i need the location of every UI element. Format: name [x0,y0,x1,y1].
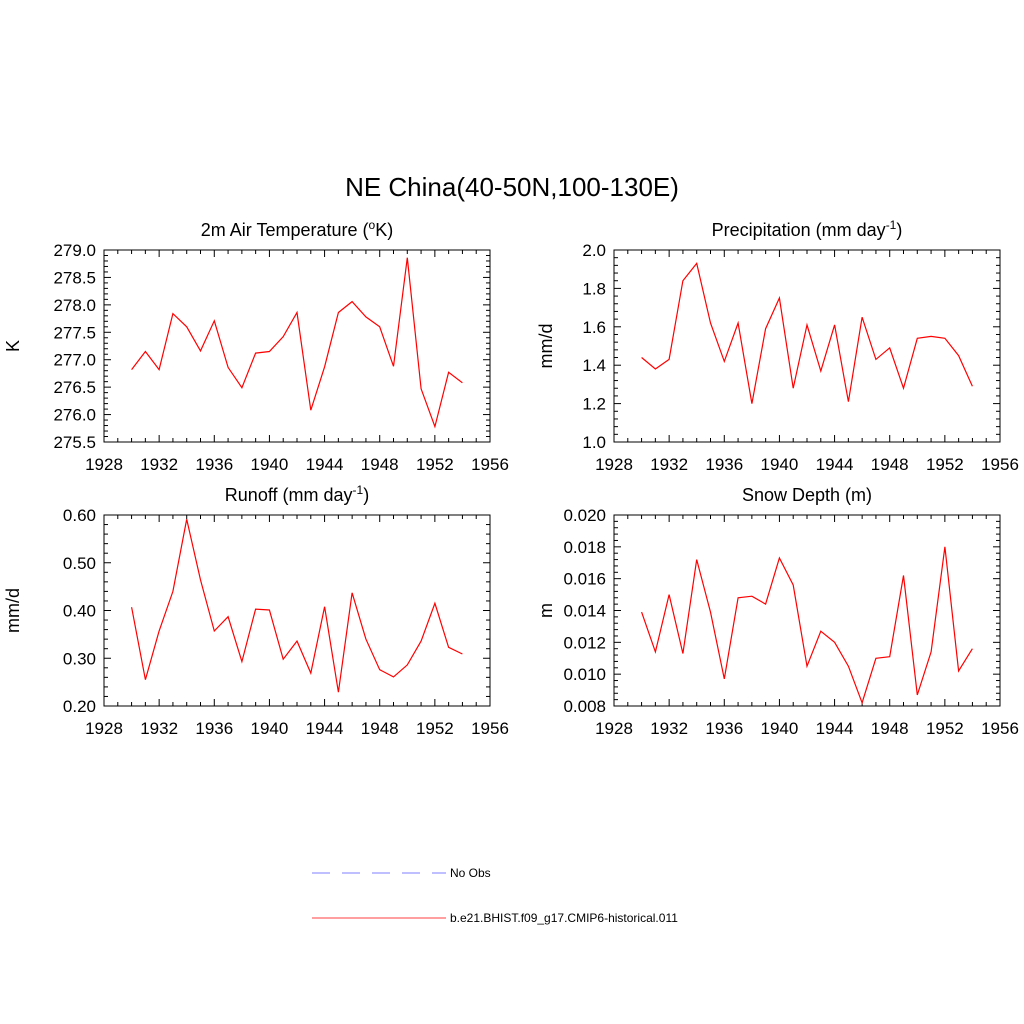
air-temperature-xtick-label: 1936 [195,455,233,474]
runoff-xtick-label: 1932 [140,719,178,738]
snow-depth-series-line [641,546,973,705]
snow-depth-ytick-label: 0.012 [563,633,606,652]
air-temperature-ytick-label: 278.0 [53,296,96,315]
air-temperature-xtick-label: 1956 [471,455,509,474]
air-temperature-xtick-label: 1940 [251,455,289,474]
precipitation-xtick-label: 1932 [650,455,688,474]
legend: No Obs b.e21.BHIST.f09_g17.CMIP6-histori… [312,866,678,925]
runoff-ylabel: mm/d [3,588,23,633]
precipitation-ytick-label: 2.0 [582,241,606,260]
snow-depth-ytick-label: 0.008 [563,697,606,716]
precipitation-xtick-label: 1936 [705,455,743,474]
precipitation-title: Precipitation (mm day-1) [712,218,903,240]
air-temperature-ylabel: K [3,340,23,352]
snow-depth-ylabel: m [536,603,556,618]
precipitation-xtick-label: 1952 [926,455,964,474]
runoff-xtick-label: 1936 [195,719,233,738]
snow-depth-xtick-label: 1948 [871,719,909,738]
panel-runoff: 1928 1932 1936 1940 1944 1948 1952 1956 0.20 0.30… [3,483,509,738]
runoff-xtick-label: 1940 [251,719,289,738]
panel-precipitation: 1928 1932 1936 1940 1944 1948 1952 1956 1.0 1.2 1.… [536,218,1019,474]
air-temperature-ytick-label: 276.0 [53,406,96,425]
air-temperature-frame [103,249,491,443]
air-temperature-xtick-label: 1952 [416,455,454,474]
precipitation-xtick-label: 1956 [981,455,1019,474]
runoff-ytick-label: 0.50 [63,554,96,573]
snow-depth-ytick-label: 0.010 [563,665,606,684]
snow-depth-xtick-label: 1940 [761,719,799,738]
precipitation-series-line [641,262,973,404]
air-temperature-ytick-label: 277.0 [53,351,96,370]
air-temperature-ytick-label: 279.0 [53,241,96,260]
air-temperature-xtick-label: 1932 [140,455,178,474]
snow-depth-xtick-label: 1932 [650,719,688,738]
runoff-ytick-label: 0.40 [63,602,96,621]
snow-depth-ytick-label: 0.014 [563,602,606,621]
air-temperature-ytick-label: 276.5 [53,378,96,397]
panel-snow-depth: 1928 1932 1936 1940 1944 1948 1952 1956 0.008 0.0… [536,485,1019,738]
precipitation-ytick-label: 1.2 [582,395,606,414]
snow-depth-xtick-label: 1956 [981,719,1019,738]
runoff-xtick-label: 1956 [471,719,509,738]
legend-label-no-obs: No Obs [450,866,491,880]
snow-depth-title: Snow Depth (m) [742,485,872,505]
precipitation-xtick-label: 1940 [761,455,799,474]
runoff-ytick-label: 0.60 [63,506,96,525]
legend-label-model: b.e21.BHIST.f09_g17.CMIP6-historical.011 [450,911,678,925]
runoff-title: Runoff (mm day-1) [225,483,369,505]
runoff-xtick-label: 1944 [306,719,344,738]
runoff-xtick-label: 1948 [361,719,399,738]
snow-depth-frame [613,514,1001,707]
runoff-series-line [131,519,463,693]
snow-depth-xtick-label: 1928 [595,719,633,738]
runoff-xtick-label: 1928 [85,719,123,738]
runoff-ytick-label: 0.30 [63,649,96,668]
precipitation-xtick-label: 1928 [595,455,633,474]
air-temperature-ytick-label: 278.5 [53,268,96,287]
snow-depth-ytick-label: 0.020 [563,506,606,525]
figure-title: NE China(40-50N,100-130E) [345,172,679,202]
air-temperature-xtick-label: 1948 [361,455,399,474]
air-temperature-ytick-label: 275.5 [53,433,96,452]
snow-depth-xtick-label: 1952 [926,719,964,738]
air-temperature-xtick-label: 1928 [85,455,123,474]
air-temperature-xtick-label: 1944 [306,455,344,474]
snow-depth-xtick-label: 1936 [705,719,743,738]
air-temperature-title: 2m Air Temperature (oK) [201,218,393,240]
snow-depth-ytick-label: 0.018 [563,538,606,557]
precipitation-ytick-label: 1.6 [582,318,606,337]
precipitation-ytick-label: 1.8 [582,279,606,298]
air-temperature-ytick-label: 277.5 [53,323,96,342]
snow-depth-ytick-label: 0.016 [563,570,606,589]
precipitation-ytick-label: 1.4 [582,356,606,375]
precipitation-xtick-label: 1948 [871,455,909,474]
runoff-ytick-label: 0.20 [63,697,96,716]
precipitation-ytick-label: 1.0 [582,433,606,452]
runoff-xtick-label: 1952 [416,719,454,738]
air-temperature-series-line [131,257,463,429]
precipitation-xtick-label: 1944 [816,455,854,474]
snow-depth-xtick-label: 1944 [816,719,854,738]
panel-air-temperature: 1928 1932 1936 1940 1944 1948 1952 1956 275.5 276… [3,218,509,474]
precipitation-ylabel: mm/d [536,324,556,369]
